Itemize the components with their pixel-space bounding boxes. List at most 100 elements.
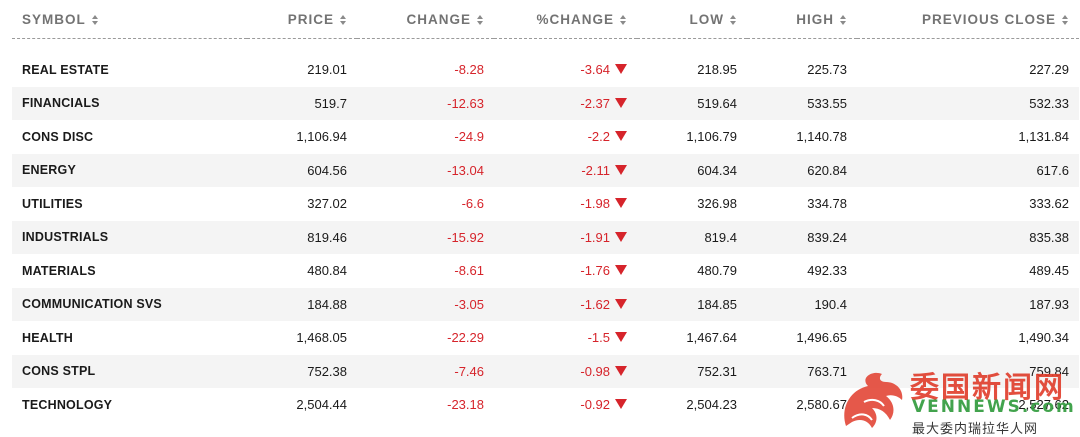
column-header-symbol[interactable]: SYMBOL: [12, 0, 247, 39]
percent-change-cell-value: -0.92: [580, 397, 610, 413]
percent-change-cell: -0.92: [494, 388, 637, 422]
high-cell-value: 225.73: [807, 62, 847, 78]
table-row[interactable]: REAL ESTATE 219.01 -8.28 -3.64 218.95 225.73 2…: [12, 53, 1079, 87]
high-cell-value: 1,140.78: [796, 129, 847, 145]
symbol-cell: UTILITIES: [12, 187, 247, 221]
high-cell-value: 839.24: [807, 229, 847, 245]
high-cell: 492.33: [747, 254, 857, 288]
percent-change-cell-value: -1.98: [580, 196, 610, 212]
symbol-cell: REAL ESTATE: [12, 53, 247, 87]
previous-close-cell-value: 617.6: [1036, 162, 1069, 178]
sort-arrows-icon[interactable]: [477, 14, 484, 25]
symbol-cell-value: MATERIALS: [22, 263, 96, 278]
column-header-change[interactable]: CHANGE: [357, 0, 494, 39]
down-triangle-icon: [615, 265, 627, 276]
sort-arrows-icon[interactable]: [840, 14, 847, 25]
change-cell: -8.61: [357, 254, 494, 288]
high-cell: 190.4: [747, 287, 857, 321]
previous-close-cell: 227.29: [857, 53, 1079, 87]
column-header-price[interactable]: PRICE: [247, 0, 357, 39]
down-triangle-icon: [615, 365, 627, 376]
phoenix-logo-icon: [844, 372, 903, 428]
price-cell: 2,504.44: [247, 388, 357, 422]
low-cell-value: 604.34: [697, 162, 737, 178]
watermark-chinese: 委国新闻网: [910, 370, 1066, 404]
low-cell-value: 480.79: [697, 263, 737, 279]
change-cell: -3.05: [357, 287, 494, 321]
symbol-cell-value: REAL ESTATE: [22, 62, 109, 77]
percent-change-cell: -1.76: [494, 254, 637, 288]
change-cell-value: -12.63: [447, 95, 484, 111]
high-cell: 533.55: [747, 86, 857, 120]
table-row[interactable]: TECHNOLOGY 2,504.44 -23.18 -0.92 2,504.23 2,5…: [12, 388, 1079, 422]
table-row[interactable]: UTILITIES 327.02 -6.6 -1.98 326.98 334.78 333.…: [12, 187, 1079, 221]
symbol-cell-value: HEALTH: [22, 330, 73, 345]
high-cell: 839.24: [747, 220, 857, 254]
previous-close-cell-value: 489.45: [1029, 263, 1069, 279]
symbol-cell-value: CONS DISC: [22, 129, 94, 144]
change-cell: -13.04: [357, 153, 494, 187]
symbol-cell-value: TECHNOLOGY: [22, 397, 113, 412]
previous-close-cell: 617.6: [857, 153, 1079, 187]
high-cell-value: 492.33: [807, 263, 847, 279]
table-row[interactable]: CONS DISC 1,106.94 -24.9 -2.2 1,106.79 1,140.…: [12, 120, 1079, 154]
price-cell: 1,106.94: [247, 120, 357, 154]
table-row[interactable]: ENERGY 604.56 -13.04 -2.11 604.34 620.84 617.6: [12, 153, 1079, 187]
table-row[interactable]: MATERIALS 480.84 -8.61 -1.76 480.79 492.33 489…: [12, 254, 1079, 288]
percent-change-cell-value: -3.64: [580, 62, 610, 78]
symbol-cell-value: CONS STPL: [22, 364, 96, 379]
symbol-cell: FINANCIALS: [12, 86, 247, 120]
table-body: REAL ESTATE 219.01 -8.28 -3.64 218.95 225.73 2…: [12, 39, 1079, 422]
change-cell-value: -3.05: [454, 296, 484, 312]
sort-arrows-icon[interactable]: [340, 14, 347, 25]
sort-arrows-icon[interactable]: [730, 14, 737, 25]
percent-change-cell: -2.11: [494, 153, 637, 187]
column-header-change[interactable]: %CHANGE: [494, 0, 637, 39]
sort-arrows-icon[interactable]: [620, 14, 627, 25]
percent-change-cell-value: -1.5: [587, 330, 610, 346]
down-triangle-icon: [615, 198, 627, 209]
column-header-low[interactable]: LOW: [637, 0, 747, 39]
previous-close-cell: 187.93: [857, 287, 1079, 321]
high-cell-value: 763.71: [807, 363, 847, 379]
symbol-cell-value: FINANCIALS: [22, 96, 100, 111]
change-cell-value: -7.46: [454, 363, 484, 379]
low-cell: 519.64: [637, 86, 747, 120]
previous-close-cell: 835.38: [857, 220, 1079, 254]
price-cell-value: 327.02: [307, 196, 347, 212]
symbol-cell: CONS DISC: [12, 120, 247, 154]
high-cell: 225.73: [747, 53, 857, 87]
watermark-tagline: 最大委内瑞拉华人网: [912, 422, 1039, 437]
previous-close-cell: 1,490.34: [857, 321, 1079, 355]
symbol-cell: CONS STPL: [12, 354, 247, 388]
price-cell-value: 1,468.05: [296, 330, 347, 346]
column-header-label: SYMBOL: [22, 11, 86, 27]
table-row[interactable]: CONS STPL 752.38 -7.46 -0.98 752.31 763.71 759…: [12, 354, 1079, 388]
table-row[interactable]: HEALTH 1,468.05 -22.29 -1.5 1,467.64 1,496.65…: [12, 321, 1079, 355]
down-triangle-icon: [615, 164, 627, 175]
price-cell: 519.7: [247, 86, 357, 120]
low-cell: 326.98: [637, 187, 747, 221]
price-cell: 819.46: [247, 220, 357, 254]
previous-close-cell: 2,527.62: [857, 388, 1079, 422]
percent-change-cell: -1.62: [494, 287, 637, 321]
high-cell: 620.84: [747, 153, 857, 187]
high-cell-value: 190.4: [814, 296, 847, 312]
column-header-high[interactable]: HIGH: [747, 0, 857, 39]
previous-close-cell: 532.33: [857, 86, 1079, 120]
column-header-previous-close[interactable]: PREVIOUS CLOSE: [857, 0, 1079, 39]
down-triangle-icon: [615, 332, 627, 343]
down-triangle-icon: [615, 97, 627, 108]
sort-arrows-icon[interactable]: [1062, 14, 1069, 25]
previous-close-cell-value: 2,527.62: [1018, 397, 1069, 413]
table-row[interactable]: FINANCIALS 519.7 -12.63 -2.37 519.64 533.55 53…: [12, 86, 1079, 120]
low-cell: 1,467.64: [637, 321, 747, 355]
symbol-cell: HEALTH: [12, 321, 247, 355]
low-cell-value: 218.95: [697, 62, 737, 78]
sort-arrows-icon[interactable]: [91, 14, 99, 25]
percent-change-cell-value: -1.62: [580, 296, 610, 312]
table-row[interactable]: COMMUNICATION SVS 184.88 -3.05 -1.62 184.85 1…: [12, 287, 1079, 321]
percent-change-cell: -2.2: [494, 120, 637, 154]
table-row[interactable]: INDUSTRIALS 819.46 -15.92 -1.91 819.4 839.24 8…: [12, 220, 1079, 254]
previous-close-cell-value: 1,131.84: [1018, 129, 1069, 145]
